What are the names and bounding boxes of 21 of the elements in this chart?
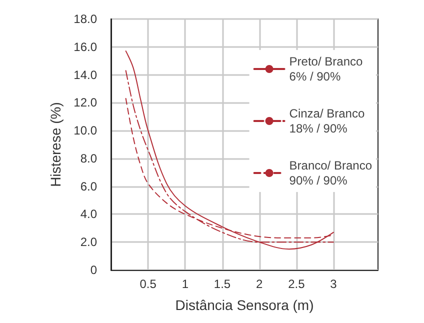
y-tick-label: 8.0 (80, 151, 98, 166)
x-tick-label: 2 (256, 277, 263, 291)
x-tick-label: 3 (330, 277, 338, 291)
y-tick-label: 2.0 (80, 235, 98, 250)
y-axis-title: Histerese (%) (48, 102, 64, 187)
y-tick-label: 0 (90, 263, 98, 277)
x-axis-title: Distância Sensora (m) (175, 297, 314, 313)
x-tick-label: 2.5 (288, 277, 306, 291)
y-tick-label: 18.0 (74, 12, 98, 26)
y-tick-label: 12.0 (74, 96, 98, 110)
y-tick-label: 4.0 (80, 207, 98, 222)
x-tick-label: 1.5 (214, 277, 231, 291)
y-tick-label: 16.0 (74, 40, 98, 54)
y-tick-label: 14.0 (74, 68, 98, 82)
y-tick-label: 10.0 (74, 124, 98, 138)
x-tick-label: 1 (182, 277, 189, 291)
legend-label: Branco/ Branco 90% / 90% (289, 158, 372, 188)
legend-label: Preto/ Branco 6% / 90% (289, 54, 363, 84)
legend-label: Cinza/ Branco 18% / 90% (289, 106, 365, 136)
y-tick-label: 6.0 (80, 179, 98, 194)
x-tick-label: 0.5 (140, 277, 157, 291)
